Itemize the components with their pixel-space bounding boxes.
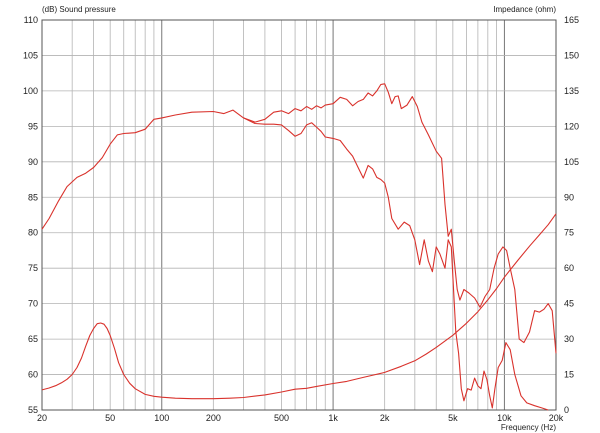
x-tick-label: 20k (549, 413, 564, 423)
tick-labels: 55 60 65 70 75 80 85 90 95 100 105 110 0 15 30 45 60 75 90… (23, 15, 579, 423)
y-tick-label: 100 (23, 86, 38, 96)
y-tick-label: 105 (23, 50, 38, 60)
plot-frame (41, 19, 557, 411)
x-tick-label: 10k (497, 413, 512, 423)
series (41, 83, 557, 411)
y2-tick-label: 15 (564, 370, 574, 380)
y2-tick-label: 165 (564, 15, 579, 25)
y-tick-label: 65 (28, 334, 38, 344)
left-axis-title: (dB) Sound pressure (42, 5, 116, 14)
y-tick-label: 60 (28, 370, 38, 380)
y2-tick-label: 45 (564, 299, 574, 309)
y-tick-label: 90 (28, 157, 38, 167)
y-tick-label: 70 (28, 299, 38, 309)
y2-tick-label: 120 (564, 121, 579, 131)
x-tick-label: 50 (105, 413, 115, 423)
y-tick-label: 75 (28, 263, 38, 273)
x-tick-label: 5k (448, 413, 458, 423)
y-tick-label: 110 (24, 15, 38, 25)
x-tick-label: 20 (37, 413, 47, 423)
series-line-3 (41, 213, 557, 400)
x-axis-title: Frequency (Hz) (501, 423, 556, 432)
x-tick-label: 100 (154, 413, 169, 423)
y-tick-label: 55 (28, 405, 38, 415)
y-tick-label: 95 (28, 121, 38, 131)
y-tick-label: 85 (28, 192, 38, 202)
series-line-2 (243, 117, 549, 411)
y2-tick-label: 75 (564, 228, 574, 238)
x-tick-label: 1k (328, 413, 338, 423)
x-tick-label: 200 (206, 413, 221, 423)
y2-tick-label: 0 (564, 405, 569, 415)
y-tick-label: 80 (28, 228, 38, 238)
series-line-1 (41, 83, 557, 354)
y2-tick-label: 60 (564, 263, 574, 273)
y2-tick-label: 90 (564, 192, 574, 202)
x-tick-label: 2k (380, 413, 390, 423)
y2-tick-label: 150 (564, 50, 579, 60)
y2-tick-label: 30 (564, 334, 574, 344)
y2-tick-label: 105 (564, 157, 579, 167)
x-tick-label: 500 (274, 413, 289, 423)
right-axis-title: Impedance (ohm) (493, 5, 556, 14)
y2-tick-label: 135 (564, 86, 579, 96)
grid (41, 19, 557, 411)
